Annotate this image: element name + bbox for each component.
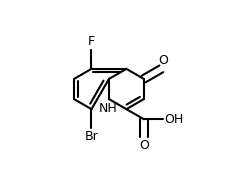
Text: OH: OH — [163, 113, 182, 126]
Text: Br: Br — [84, 130, 98, 143]
Text: F: F — [87, 35, 95, 48]
Text: O: O — [138, 140, 148, 153]
Text: O: O — [157, 54, 167, 67]
Text: NH: NH — [98, 102, 117, 115]
